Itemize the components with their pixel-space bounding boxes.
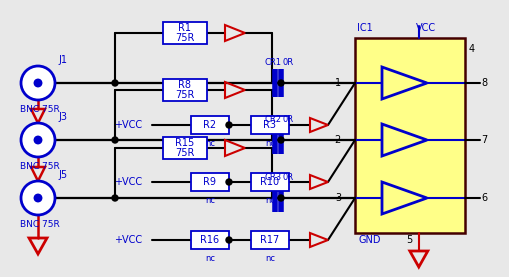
Text: 7: 7 — [480, 135, 486, 145]
Bar — [191, 231, 229, 249]
Text: R3: R3 — [263, 120, 276, 130]
Text: VCC: VCC — [415, 23, 435, 33]
Circle shape — [34, 194, 42, 202]
Text: +VCC: +VCC — [114, 235, 142, 245]
Circle shape — [21, 181, 55, 215]
Text: J1: J1 — [58, 55, 67, 65]
Text: nc: nc — [205, 196, 215, 205]
Circle shape — [112, 195, 118, 201]
Circle shape — [112, 80, 118, 86]
Text: CR1: CR1 — [265, 58, 281, 67]
Text: 5: 5 — [405, 235, 411, 245]
Text: BNC 75R: BNC 75R — [20, 220, 60, 229]
Text: 3: 3 — [334, 193, 341, 203]
Text: +VCC: +VCC — [114, 120, 142, 130]
Text: nc: nc — [265, 196, 274, 205]
Text: R2: R2 — [203, 120, 216, 130]
Circle shape — [225, 179, 232, 185]
Text: CR2: CR2 — [265, 115, 281, 124]
Circle shape — [277, 80, 284, 86]
Bar — [250, 231, 289, 249]
Text: 1: 1 — [334, 78, 341, 88]
Circle shape — [225, 122, 232, 128]
Text: IC1: IC1 — [356, 23, 372, 33]
Bar — [191, 116, 229, 134]
Text: 0R: 0R — [282, 115, 294, 124]
Text: R10: R10 — [260, 177, 279, 187]
Circle shape — [277, 195, 284, 201]
Bar — [250, 173, 289, 191]
Bar — [163, 22, 207, 44]
Bar — [354, 38, 464, 233]
Text: nc: nc — [205, 139, 215, 148]
Text: 2: 2 — [334, 135, 341, 145]
Circle shape — [34, 79, 42, 87]
Bar — [191, 173, 229, 191]
Text: 0R: 0R — [282, 173, 294, 182]
Text: nc: nc — [265, 139, 274, 148]
Text: 8: 8 — [480, 78, 486, 88]
Circle shape — [21, 123, 55, 157]
Text: 6: 6 — [480, 193, 486, 203]
Circle shape — [277, 137, 284, 143]
Circle shape — [21, 66, 55, 100]
Text: +VCC: +VCC — [114, 177, 142, 187]
Circle shape — [112, 137, 118, 143]
Text: BNC 75R: BNC 75R — [20, 162, 60, 171]
Circle shape — [34, 136, 42, 144]
Bar — [163, 79, 207, 101]
Text: nc: nc — [265, 254, 274, 263]
Text: GND: GND — [358, 235, 381, 245]
Text: 0R: 0R — [282, 58, 294, 67]
Text: BNC 75R: BNC 75R — [20, 105, 60, 114]
Text: nc: nc — [205, 254, 215, 263]
Text: CR3: CR3 — [265, 173, 281, 182]
Bar — [250, 116, 289, 134]
Text: J5: J5 — [58, 170, 67, 180]
Text: R1
75R: R1 75R — [175, 23, 194, 43]
Text: R16: R16 — [200, 235, 219, 245]
Bar — [163, 137, 207, 159]
Circle shape — [225, 237, 232, 243]
Text: J3: J3 — [58, 112, 67, 122]
Text: R9: R9 — [203, 177, 216, 187]
Text: R8
75R: R8 75R — [175, 79, 194, 100]
Text: 4: 4 — [468, 44, 474, 54]
Text: R17: R17 — [260, 235, 279, 245]
Text: R15
75R: R15 75R — [175, 138, 194, 158]
